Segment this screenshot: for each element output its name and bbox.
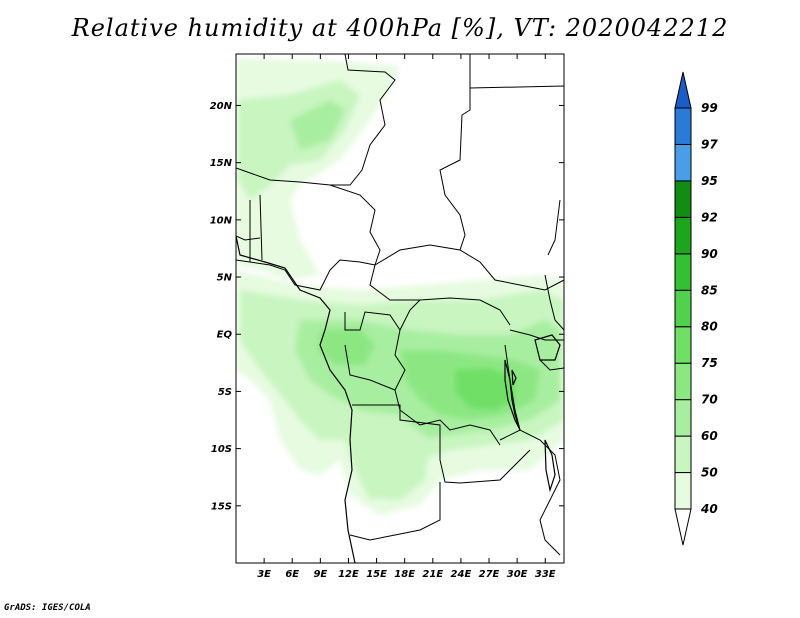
- lake-malawi: [544, 439, 556, 493]
- colorbar-label: 70: [701, 393, 718, 407]
- boundary-path: [439, 54, 471, 251]
- lon-tick-label: 33E: [535, 569, 556, 580]
- lat-tick-label: 10N: [210, 215, 233, 226]
- colorbar-segment: [674, 289, 692, 328]
- boundary-path: [330, 54, 396, 186]
- boundary-path: [499, 429, 561, 556]
- colorbar-label: 97: [701, 137, 718, 151]
- colorbar-label: 40: [700, 502, 718, 516]
- boundary-path: [544, 274, 564, 331]
- boundary-path: [352, 404, 461, 484]
- colorbar-segment: [674, 216, 692, 255]
- lon-tick-label: 9E: [313, 569, 327, 580]
- colorbar-label: 80: [701, 320, 718, 334]
- lat-tick-label: 5N: [217, 273, 233, 284]
- boundary-path: [369, 264, 511, 326]
- colorbar: 40 50 60 70 75 80 85 90 92 95 97 99: [674, 71, 718, 546]
- boundary-path: [236, 167, 381, 266]
- boundary-path: [374, 244, 564, 291]
- lon-tick-label: 30E: [507, 569, 528, 580]
- colorbar-label: 90: [701, 247, 718, 261]
- boundary-path: [509, 329, 564, 341]
- atlantic-coastline: [236, 235, 356, 563]
- rh-region-angola: [350, 410, 430, 500]
- boundary-path: [469, 85, 564, 89]
- coastlines: [236, 235, 561, 563]
- longitude-axis: 3E 6E 9E 12E 15E 18E 21E 24E 27E 30E 33E: [257, 54, 556, 580]
- boundary-path: [547, 199, 561, 256]
- map-title: Relative humidity at 400hPa [%], VT: 202…: [71, 14, 729, 42]
- boundary-path: [394, 329, 501, 446]
- lon-tick-label: 6E: [285, 569, 299, 580]
- colorbar-segment: [674, 143, 692, 182]
- colorbar-under-triangle: [674, 508, 692, 546]
- lon-tick-label: 12E: [338, 569, 359, 580]
- boundary-path: [399, 299, 421, 331]
- lat-tick-label: 15S: [211, 501, 232, 512]
- rh-region-northwest-core: [290, 100, 345, 150]
- colorbar-segment: [674, 362, 692, 401]
- colorbar-label: 85: [701, 283, 718, 297]
- boundary-path: [539, 359, 564, 371]
- colorbar-segment: [674, 435, 692, 474]
- lat-tick-label: 5S: [218, 387, 232, 398]
- colorbar-label: 99: [701, 101, 718, 115]
- colorbar-segment: [674, 472, 692, 510]
- lon-tick-label: 24E: [451, 569, 472, 580]
- boundary-path: [236, 235, 261, 241]
- rh-region-gabon-core: [318, 328, 375, 365]
- colorbar-label: 50: [701, 466, 718, 480]
- lat-tick-label: 15N: [210, 158, 233, 169]
- lon-tick-label: 3E: [257, 569, 271, 580]
- lon-tick-label: 18E: [394, 569, 415, 580]
- lat-tick-label: 10S: [211, 444, 232, 455]
- boundary-path: [459, 449, 531, 484]
- grads-credit: GrADS: IGES/COLA: [4, 603, 91, 613]
- humidity-field: [236, 58, 564, 515]
- colorbar-segment: [674, 107, 692, 145]
- lake-tanganyika: [504, 359, 521, 431]
- boundary-path: [344, 311, 401, 331]
- boundary-path: [349, 482, 441, 541]
- colorbar-label: 60: [701, 429, 718, 443]
- country-boundaries: [236, 54, 564, 556]
- boundary-path: [504, 344, 521, 431]
- colorbar-segment: [674, 180, 692, 218]
- map-frame: [235, 53, 565, 564]
- lat-tick-label: EQ: [217, 330, 233, 341]
- lat-tick-label: 20N: [210, 101, 233, 112]
- lake-kivu: [511, 369, 517, 386]
- colorbar-over-triangle: [674, 71, 692, 109]
- lon-tick-label: 15E: [366, 569, 387, 580]
- boundary-path: [344, 344, 396, 391]
- colorbar-segment: [674, 326, 692, 364]
- colorbar-segment: [674, 253, 692, 291]
- colorbar-segment: [674, 399, 692, 437]
- lake-victoria: [534, 334, 561, 361]
- boundary-path: [236, 259, 376, 291]
- boundary-path: [259, 194, 263, 261]
- latitude-axis: 20N 15N 10N 5N EQ 5S 10S 15S: [210, 101, 564, 512]
- colorbar-label: 92: [701, 210, 718, 224]
- colorbar-label: 95: [701, 174, 718, 188]
- lon-tick-label: 21E: [422, 569, 443, 580]
- colorbar-label: 75: [701, 356, 718, 370]
- rh-region-congo-peak: [455, 368, 515, 410]
- lon-tick-label: 27E: [479, 569, 500, 580]
